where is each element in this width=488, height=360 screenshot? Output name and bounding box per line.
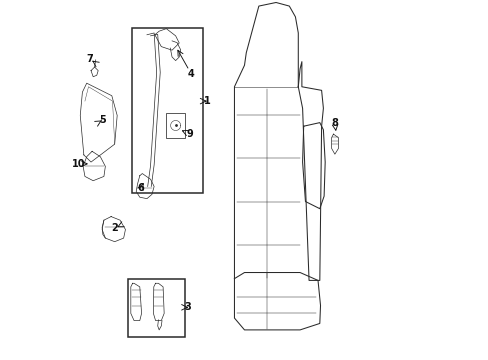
Text: 8: 8 — [331, 118, 338, 128]
Text: 9: 9 — [186, 129, 193, 139]
Text: 2: 2 — [111, 224, 118, 233]
Text: 7: 7 — [86, 54, 93, 64]
Bar — [166, 113, 184, 138]
Text: 10: 10 — [72, 159, 85, 169]
Text: 1: 1 — [203, 96, 210, 106]
Text: 4: 4 — [188, 69, 194, 79]
Bar — [131, 28, 203, 193]
Text: 5: 5 — [99, 115, 106, 125]
Bar — [128, 279, 185, 337]
Text: 6: 6 — [138, 183, 144, 193]
Text: 3: 3 — [184, 302, 191, 312]
